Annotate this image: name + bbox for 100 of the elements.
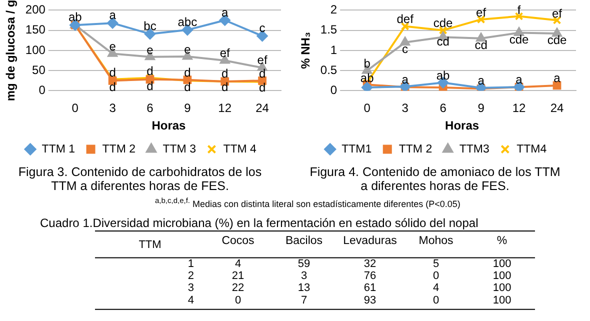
data-label: 32	[364, 258, 376, 270]
annotation: cde	[547, 33, 567, 48]
annotation: def	[396, 12, 414, 26]
data-label: 13	[298, 282, 310, 294]
y-axis-title: % NH₃	[298, 32, 313, 69]
x-tick-label: 24	[256, 101, 270, 116]
data-label: 5	[432, 258, 440, 270]
annotation: ef	[552, 6, 563, 21]
annotation: ab	[68, 10, 82, 24]
annotation: a	[554, 70, 561, 85]
y-axis-title: mg de glucosa / g	[4, 0, 18, 102]
annotation: c	[402, 42, 408, 56]
annotation: a	[109, 8, 116, 22]
x-tick-label: 12	[512, 101, 526, 116]
legend-label: TTM 2	[398, 143, 432, 156]
x-tick-label: 6	[440, 101, 447, 116]
x-tick-label: 3	[402, 101, 409, 116]
annotation: d	[146, 64, 154, 78]
y-tick-label: 0	[38, 83, 46, 98]
data-label: 61	[364, 282, 376, 294]
x-tick-label: Mohos	[418, 235, 454, 248]
data-label: 76	[364, 270, 376, 282]
annotation: b	[364, 56, 371, 70]
legend-label: TTM4	[516, 143, 548, 156]
x-tick-label: 9	[478, 101, 485, 116]
text: Figura 3. Contenido de carbohidratos de los TTM a diferentes horas de FES.	[17, 165, 263, 193]
annotation: d	[146, 78, 154, 93]
x-tick-label: 6	[146, 101, 154, 116]
y-tick-label: 100	[25, 42, 46, 57]
annotation: ef	[220, 46, 231, 60]
annotation: ef	[257, 53, 268, 68]
data-label: 7	[300, 294, 308, 306]
y-tick-label: 1	[330, 42, 338, 57]
data-label: 0	[432, 294, 440, 306]
data-label: 0	[432, 270, 440, 282]
y-tick-label: 1.5	[320, 22, 338, 37]
x-tick-label: %	[496, 235, 508, 248]
legend-label: TTM 4	[223, 143, 258, 156]
annotation: e	[146, 42, 154, 57]
legend-label: TTM3	[459, 143, 490, 156]
x-tick-label: Levaduras	[343, 235, 398, 248]
chart-title: Cuadro 1.Diversidad microbiana (%) en la fermentación en estado sólido del nopal	[40, 216, 480, 230]
y-tick-label: 1	[188, 258, 194, 270]
y-tick-label: 200	[25, 2, 46, 17]
annotation: cde	[433, 16, 454, 30]
x-tick-label: 3	[109, 101, 116, 116]
y-tick-label: 50	[32, 62, 46, 77]
annotation: e	[109, 40, 116, 54]
data-label: 4	[432, 282, 440, 294]
annotation: bc	[144, 19, 156, 34]
data-label: 59	[298, 258, 310, 270]
y-tick-label: 2	[330, 2, 338, 17]
x-tick-label: Cocos	[222, 235, 255, 248]
annotation: abc	[178, 14, 198, 29]
data-label: 3	[300, 270, 308, 282]
x-tick-label: 0	[364, 101, 371, 116]
x-axis-title: Horas	[445, 118, 480, 133]
annotation: cde	[509, 32, 530, 46]
y-tick-label: 0	[330, 83, 338, 98]
x-tick-label: 24	[550, 101, 564, 116]
annotation: a	[516, 72, 523, 87]
y-tick-label: 3	[188, 282, 194, 294]
data-label: 0	[234, 294, 242, 306]
data-label: 100	[492, 282, 512, 294]
annotation: a	[478, 73, 485, 88]
data-label: 100	[492, 270, 512, 282]
y-tick-label: 0.5	[320, 62, 338, 77]
annotation: e	[184, 42, 192, 56]
annotation: ab	[436, 68, 450, 83]
data-label: 4	[234, 258, 242, 270]
x-tick-label: 0	[72, 101, 79, 116]
x-tick-label: 9	[184, 101, 192, 116]
y-tick-label: 150	[25, 22, 46, 37]
data-label: 100	[492, 294, 512, 306]
annotation: d	[222, 66, 228, 81]
x-tick-label: 12	[218, 101, 232, 116]
annotation: ef	[476, 6, 487, 20]
y-axis-title: TTM	[138, 238, 162, 251]
annotation: a	[402, 72, 409, 87]
annotation: f	[517, 2, 522, 17]
data-label: 22	[232, 282, 244, 294]
x-tick-label: Bacilos	[285, 235, 323, 248]
y-tick-label: 2	[188, 270, 194, 282]
legend-label: TTM1	[342, 143, 372, 156]
legend-label: TTM 3	[162, 143, 196, 156]
data-label: 100	[492, 258, 512, 270]
annotation: d	[258, 80, 266, 95]
annotation: c	[259, 21, 266, 36]
x-axis-title: Horas	[152, 118, 186, 133]
legend-label: TTM 2	[102, 143, 136, 156]
annotation: cd	[474, 38, 488, 52]
annotation: d	[109, 65, 116, 80]
y-tick-label: 4	[188, 294, 194, 306]
text: Figura 4. Contenido de amoniaco de los TTM a diferentes horas de FES.	[308, 165, 562, 193]
annotation: d	[184, 80, 191, 94]
annotation: cd	[436, 34, 450, 49]
text: $^{a,b,c,d,e,f.}$ Medias con distinta literal son estadísticamente diferentes (P<0.05)	[155, 196, 460, 209]
annotation: a	[222, 5, 229, 20]
data-label: 93	[364, 294, 376, 306]
legend-label: TTM 1	[42, 143, 76, 156]
